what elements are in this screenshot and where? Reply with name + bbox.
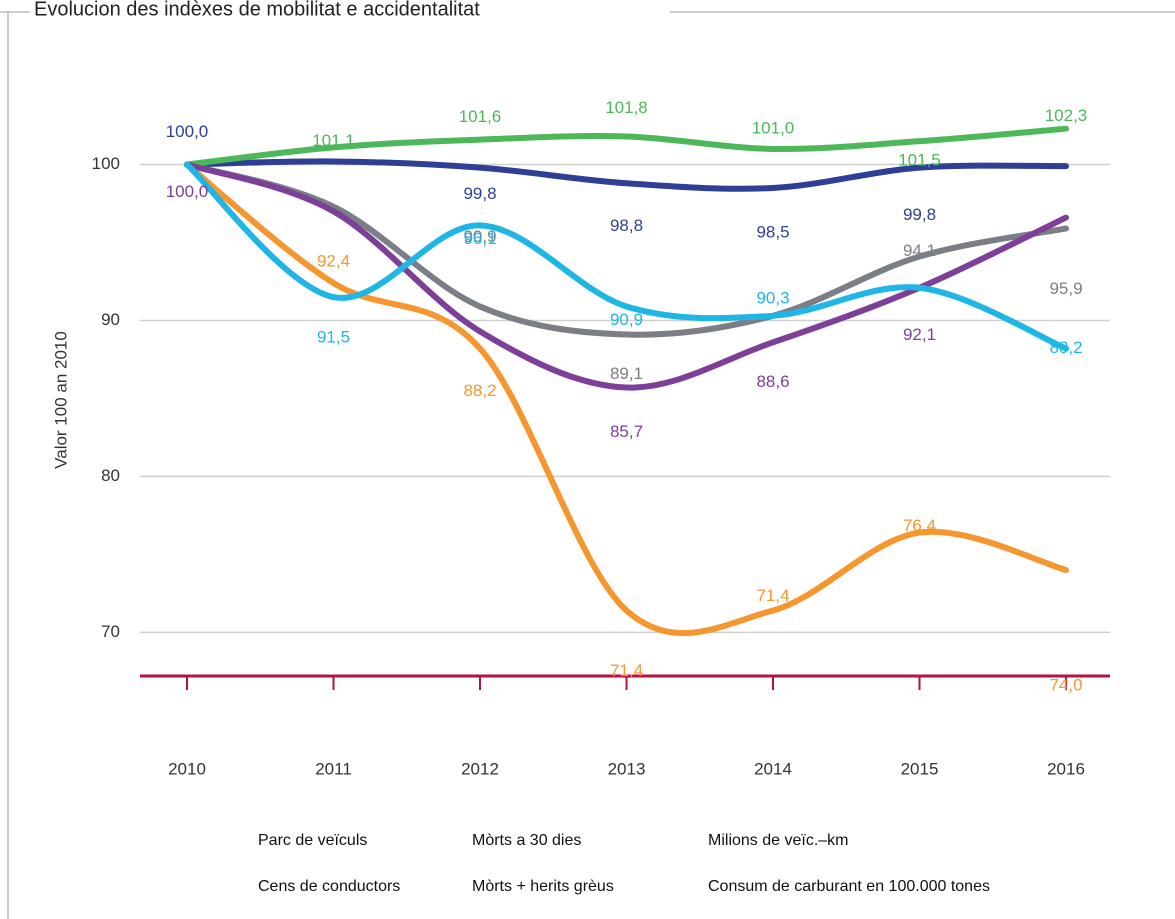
y-tick-label: 100 xyxy=(92,154,120,173)
data-label: 99,8 xyxy=(903,205,936,224)
series-line xyxy=(184,125,1069,168)
data-label: 90,3 xyxy=(756,288,789,307)
data-label: 101,0 xyxy=(752,118,795,137)
data-label: 98,5 xyxy=(756,222,789,241)
legend-label: Cens de conductors xyxy=(258,878,400,895)
data-label: 89,1 xyxy=(610,364,643,383)
y-axis-label: Valor 100 an 2010 xyxy=(51,331,70,469)
series-line xyxy=(184,158,1069,192)
data-label: 101,8 xyxy=(605,98,648,117)
y-tick-label: 80 xyxy=(101,466,120,485)
data-label: 91,5 xyxy=(317,328,350,347)
series-line xyxy=(184,161,1069,352)
data-label: 88,6 xyxy=(756,372,789,391)
data-label: 90,9 xyxy=(463,227,496,246)
data-label: 102,3 xyxy=(1045,106,1088,125)
x-tick-label: 2012 xyxy=(461,759,499,778)
data-label: 101,5 xyxy=(898,151,941,170)
data-label: 101,1 xyxy=(312,131,355,150)
series-line xyxy=(184,161,1069,338)
data-label: 100,0 xyxy=(166,182,209,201)
data-label: 71,4 xyxy=(756,586,789,605)
data-label: 71,4 xyxy=(610,661,643,680)
y-tick-label: 70 xyxy=(101,622,120,641)
legend-label: Consum de carburant en 100.000 tones xyxy=(708,878,990,895)
data-label: 90,9 xyxy=(610,310,643,329)
x-tick-label: 2013 xyxy=(608,759,646,778)
x-tick-label: 2014 xyxy=(754,759,792,778)
data-label: 100,0 xyxy=(166,122,209,141)
data-label: 96,1 xyxy=(463,229,496,248)
data-label: 101,6 xyxy=(459,107,502,126)
data-label: 99,8 xyxy=(463,184,496,203)
x-tick-label: 2011 xyxy=(315,759,352,778)
x-tick-label: 2010 xyxy=(168,759,206,778)
series-line xyxy=(184,161,1069,637)
data-label: 94,1 xyxy=(903,241,936,260)
data-label: 98,8 xyxy=(610,216,643,235)
legend-label: Mòrts a 30 dies xyxy=(472,832,581,849)
data-label: 76,4 xyxy=(903,516,936,535)
legend-label: Mòrts + herits grèus xyxy=(472,878,614,895)
legend-label: Parc de veïculs xyxy=(258,832,367,849)
data-label: 88,2 xyxy=(463,381,496,400)
data-label: 92,1 xyxy=(903,325,936,344)
x-tick-label: 2016 xyxy=(1047,759,1085,778)
legend-label: Milions de veïc.–km xyxy=(708,832,849,849)
data-label: 92,4 xyxy=(317,252,350,271)
y-tick-label: 90 xyxy=(101,310,120,329)
data-label: 95,9 xyxy=(1049,279,1082,298)
data-label: 85,7 xyxy=(610,422,643,441)
data-label: 74,0 xyxy=(1049,675,1082,694)
chart-title: Evolucion des indèxes de mobilitat e acc… xyxy=(34,0,480,20)
data-label: 88,2 xyxy=(1049,338,1082,357)
x-tick-label: 2015 xyxy=(901,759,939,778)
